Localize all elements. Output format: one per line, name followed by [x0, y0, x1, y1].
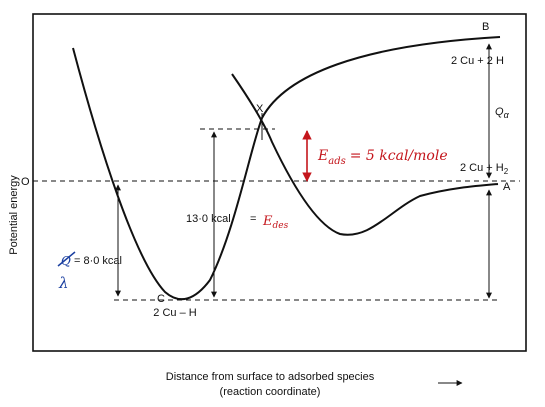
q-alpha-label: Qα: [495, 106, 510, 120]
e-des-equals: =: [250, 213, 256, 225]
q-struck-symbol: Q: [61, 254, 71, 268]
e-ads-annotation: Eads = 5 kcal/mole: [317, 148, 448, 167]
q-value: = 8·0 kcal: [74, 255, 122, 267]
x-axis-label: Distance from surface to adsorbed specie…: [166, 371, 375, 383]
chemisorption-curve: [72, 36, 501, 301]
point-b-label: B: [482, 21, 489, 33]
point-x-label: X: [256, 103, 264, 115]
e-des-symbol: Edes: [262, 214, 289, 231]
molecule-label: 2 Cu + H2: [460, 162, 509, 176]
plot-frame: [32, 13, 527, 352]
point-c-label: C: [157, 293, 165, 305]
y-axis-label: Potential energy: [8, 175, 20, 255]
q-strike-mark: [57, 251, 76, 267]
atoms-label: 2 Cu + 2 H: [451, 55, 504, 67]
lambda-symbol: λ: [58, 274, 69, 292]
origin-label: O: [21, 176, 30, 188]
e-des-value: 13·0 kcal: [186, 213, 231, 225]
x-axis-label-sub: (reaction coordinate): [220, 386, 321, 398]
physisorption-curve: [231, 73, 499, 236]
chemisorbed-label: 2 Cu – H: [153, 307, 196, 319]
point-a-label: A: [503, 181, 511, 193]
